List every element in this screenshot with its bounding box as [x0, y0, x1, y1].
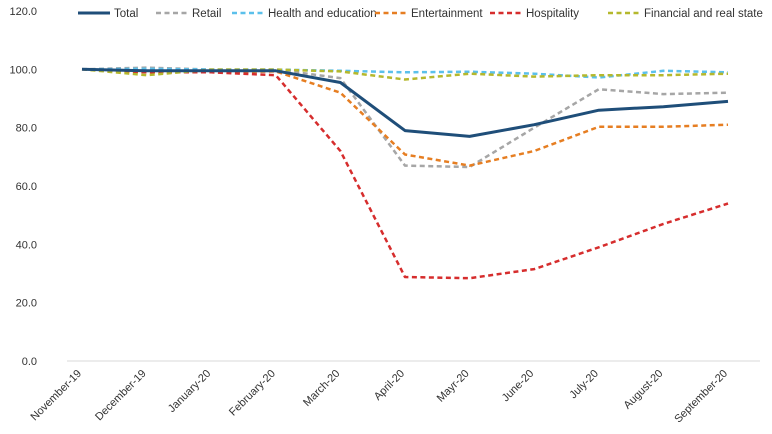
legend-label: Entertainment — [411, 8, 483, 20]
y-tick-label: 100.0 — [9, 64, 37, 76]
y-tick-label: 0.0 — [22, 356, 37, 368]
y-tick-label: 120.0 — [9, 6, 37, 18]
x-tick-label: January-20 — [166, 368, 213, 415]
x-tick-label: September-20 — [672, 368, 730, 426]
legend-item-financial-and-real-state: Financial and real state — [608, 8, 763, 20]
x-axis: November-19 December-19 January-20 February… — [29, 360, 760, 426]
legend-label: Financial and real state — [644, 8, 763, 20]
legend-item-hospitality: Hospitality — [490, 8, 579, 20]
x-tick-label: August-20 — [622, 368, 666, 412]
x-tick-label: July-20 — [567, 368, 601, 402]
series-line-retail — [81, 66, 729, 169]
series-line-hospitality — [81, 68, 729, 280]
series-line-total — [81, 67, 729, 138]
legend-label: Total — [114, 8, 138, 20]
y-tick-label: 40.0 — [16, 239, 37, 251]
x-tick-label: December-19 — [93, 368, 149, 424]
series-line-entertainment — [81, 68, 729, 167]
legend: Total Retail Health and education Entertain… — [78, 8, 763, 20]
legend-item-entertainment: Entertainment — [375, 8, 483, 20]
legend-item-total: Total — [78, 8, 138, 20]
legend-item-retail: Retail — [156, 8, 221, 20]
y-axis: 0.0 20.0 40.0 60.0 80.0 100.0 120.0 — [9, 6, 37, 368]
x-tick-label: November-19 — [29, 368, 85, 424]
y-tick-label: 80.0 — [16, 123, 37, 135]
y-tick-label: 20.0 — [16, 298, 37, 310]
series-group — [81, 66, 729, 280]
x-tick-label: Mayr-20 — [435, 368, 472, 405]
x-tick-label: April-20 — [372, 368, 407, 403]
x-tick-label: March-20 — [301, 368, 342, 409]
y-tick-label: 60.0 — [16, 181, 37, 193]
legend-item-health-and-education: Health and education — [232, 8, 377, 20]
legend-label: Health and education — [268, 8, 377, 20]
x-tick-label: June-20 — [500, 368, 537, 405]
legend-label: Retail — [192, 8, 221, 20]
legend-label: Hospitality — [526, 8, 579, 20]
x-tick-label: February-20 — [227, 368, 278, 419]
series-line-financial-and-real-state — [81, 68, 729, 81]
